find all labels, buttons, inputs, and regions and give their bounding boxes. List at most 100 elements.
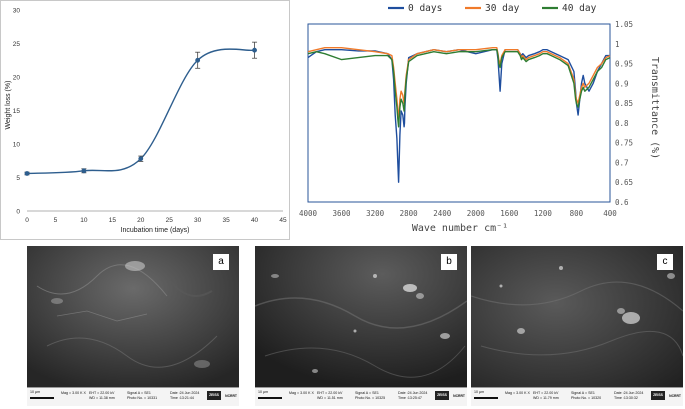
y-tick-label: 1.05 <box>615 20 633 29</box>
sem-eht: EHT = 22.00 kV <box>317 391 343 395</box>
sem-panel-label: b <box>441 254 457 270</box>
sem-wd: WD = 11.51 mm <box>317 396 343 400</box>
ftir-chart: 4000 3600 3200 2800 2400 2000 1600 1200 800 400 0.… <box>299 3 660 234</box>
sem-magnification: Mag = 3.00 K X <box>289 391 314 395</box>
sem-date: Date :24 Jun 2024 <box>398 391 428 395</box>
sem-wd: WD = 11.79 mm <box>533 396 559 400</box>
y-tick-label: 0.65 <box>615 178 633 187</box>
y-tick-label: 0.8 <box>615 119 629 128</box>
y-tick-label: 0.7 <box>615 158 629 167</box>
zeiss-logo: ZEISS <box>207 391 221 400</box>
sem-eht: EHT = 22.00 kV <box>89 391 115 395</box>
ftir-axes: 4000 3600 3200 2800 2400 2000 1600 1200 800 400 0.… <box>299 20 633 218</box>
sem-texture-c <box>471 246 683 388</box>
ftir-x-axis-label: Wave number cm⁻¹ <box>412 223 508 234</box>
sem-institute: NCRRT <box>453 394 465 398</box>
x-tick-label: 0 <box>25 217 29 224</box>
ftir-marks <box>307 47 611 183</box>
sem-image-a: a 10 µm Mag = 3.00 K X EHT = 22.00 kV WD … <box>27 246 239 406</box>
sem-institute: NCRRT <box>669 394 681 398</box>
y-tick-label: 0.9 <box>615 79 629 88</box>
zeiss-logo: ZEISS <box>651 391 665 400</box>
data-point <box>252 47 257 53</box>
sem-scale-bar: 10 µm <box>474 390 498 399</box>
series-line-2 <box>307 49 611 128</box>
weight-loss-x-axis-label: Incubation time (days) <box>121 227 190 234</box>
y-tick-label: 10 <box>13 142 21 149</box>
y-tick-label: 0.85 <box>615 99 633 108</box>
data-point <box>81 168 87 174</box>
sem-signal: Signal A = SE1 <box>355 391 379 395</box>
sem-signal: Signal A = SE1 <box>571 391 595 395</box>
sem-photo: Photo No. = 10325 <box>355 396 386 400</box>
plot-frame <box>307 23 611 203</box>
sem-col-eht: EHT = 22.00 kV WD = 11.51 mm <box>317 391 343 401</box>
series-line-0 <box>307 49 610 183</box>
sem-magnification: Mag = 3.00 K X <box>61 391 86 395</box>
sem-photo: Photo No. = 10320 <box>571 396 602 400</box>
zeiss-logo: ZEISS <box>435 391 449 400</box>
y-tick-label: 0.6 <box>615 198 629 207</box>
sem-scale-text: 10 µm <box>30 390 41 394</box>
sem-magnification: Mag = 3.00 K X <box>505 391 530 395</box>
y-tick-label: 30 <box>13 8 21 15</box>
series-line-1 <box>307 47 611 120</box>
y-tick-label: 15 <box>13 108 21 115</box>
y-tick-label: 0 <box>16 209 20 216</box>
sem-wd: WD = 11.38 mm <box>89 396 115 400</box>
sem-scale-text: 10 µm <box>258 390 269 394</box>
sem-signal: Signal A = SE1 <box>127 391 151 395</box>
x-tick-label: 40 <box>251 217 259 224</box>
x-tick-label: 25 <box>166 217 174 224</box>
sem-col-date: Date :24 Jun 2024 Time :13:30:32 <box>614 391 643 401</box>
sem-panel-label: c <box>657 254 673 270</box>
weight-loss-y-axis-label: Weight loss (%) <box>5 81 12 130</box>
x-tick-label: 10 <box>80 217 88 224</box>
x-tick-label: 4000 <box>299 209 318 218</box>
legend-label: 0 days <box>408 3 442 14</box>
sem-photo: Photo No. = 10331 <box>127 396 158 400</box>
x-tick-label: 800 <box>570 209 584 218</box>
sem-institute: NCRRT <box>225 394 237 398</box>
sem-col-signal: Signal A = SE1 Photo No. = 10320 <box>571 391 601 401</box>
sem-texture-b <box>255 246 467 388</box>
ftir-legend: 0 days 30 day 40 day <box>388 3 597 14</box>
sem-time: Time :13:21:44 <box>170 396 194 400</box>
data-point <box>138 156 144 162</box>
y-tick-label: 5 <box>16 175 20 182</box>
sem-texture-a <box>27 246 239 388</box>
x-tick-label: 45 <box>279 217 287 224</box>
weight-loss-axes: 0 5 10 15 20 25 30 35 40 45 0 5 10 15 20 25 30 <box>13 8 287 225</box>
x-tick-label: 5 <box>54 217 58 224</box>
weight-loss-chart: 0 5 10 15 20 25 30 35 40 45 0 5 10 15 20 25 30 Incubatio… <box>0 0 290 240</box>
sem-info-bar: 10 µm Mag = 3.00 K X EHT = 22.00 kV WD = … <box>471 387 683 406</box>
x-tick-label: 3600 <box>333 209 352 218</box>
x-tick-label: 3200 <box>366 209 385 218</box>
x-tick-label: 2800 <box>400 209 419 218</box>
weight-loss-chart-frame <box>0 0 290 240</box>
x-tick-label: 15 <box>109 217 117 224</box>
legend-label: 40 day <box>562 3 597 14</box>
x-tick-label: 2400 <box>433 209 452 218</box>
sem-col-signal: Signal A = SE1 Photo No. = 10325 <box>355 391 385 401</box>
sem-scale-bar: 10 µm <box>258 390 282 399</box>
sem-col-eht: EHT = 22.00 kV WD = 11.38 mm <box>89 391 115 401</box>
x-tick-label: 20 <box>137 217 145 224</box>
sem-col-signal: Signal A = SE1 Photo No. = 10331 <box>127 391 157 401</box>
sem-time: Time :13:25:47 <box>398 396 422 400</box>
sem-time: Time :13:30:32 <box>614 396 638 400</box>
sem-info-bar: 10 µm Mag = 3.00 K X EHT = 22.00 kV WD = … <box>27 387 239 406</box>
x-tick-label: 35 <box>222 217 230 224</box>
y-tick-label: 0.95 <box>615 60 633 69</box>
data-point <box>195 57 201 63</box>
sem-date: Date :24 Jun 2024 <box>170 391 200 395</box>
sem-col-date: Date :24 Jun 2024 Time :13:25:47 <box>398 391 427 401</box>
sem-panel-label: a <box>213 254 229 270</box>
y-tick-label: 25 <box>13 41 21 48</box>
sem-image-c: c 10 µm Mag = 3.00 K X EHT = 22.00 kV WD … <box>471 246 683 406</box>
sem-image-b: b 10 µm Mag = 3.00 K X EHT = 22.00 kV WD … <box>255 246 467 406</box>
x-tick-label: 30 <box>194 217 202 224</box>
sem-scale-text: 10 µm <box>474 390 485 394</box>
y-tick-label: 20 <box>13 75 21 82</box>
weight-loss-marks <box>24 41 258 176</box>
